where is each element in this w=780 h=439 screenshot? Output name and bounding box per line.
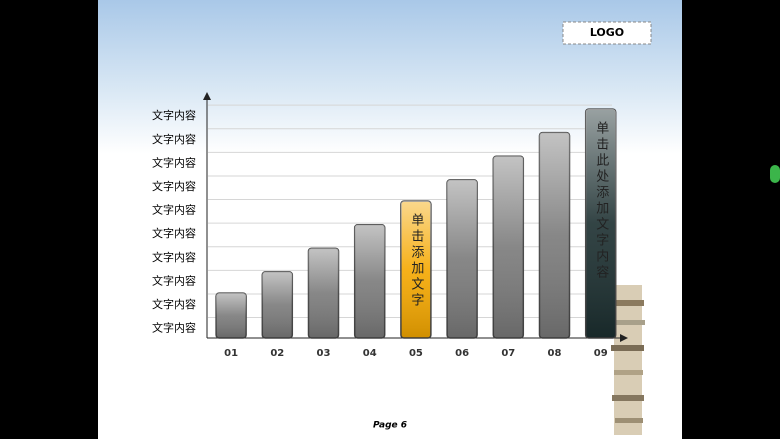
bar-shine (447, 179, 478, 338)
y-tick-label: 文字内容 (152, 155, 196, 169)
y-tick-label: 文字内容 (152, 321, 196, 335)
bar-shine (400, 201, 431, 338)
x-tick-label: 01 (224, 348, 238, 359)
bar-shine (308, 248, 339, 338)
y-tick-label: 文字内容 (152, 132, 196, 146)
y-tick-label: 文字内容 (152, 203, 196, 217)
y-tick-label: 文字内容 (152, 108, 196, 122)
logo-box (562, 21, 652, 45)
bar-shine (585, 109, 616, 338)
side-button (770, 165, 780, 183)
x-tick-label: 05 (409, 348, 423, 359)
x-tick-label: 04 (363, 348, 377, 359)
y-axis-arrow (203, 92, 211, 100)
y-tick-label: 文字内容 (152, 226, 196, 240)
x-axis-arrow (620, 334, 628, 342)
x-tick-label: 03 (317, 348, 331, 359)
slide-background (98, 0, 682, 439)
bar-shine (493, 156, 524, 338)
bar-annotation: 单击添加文字 (408, 213, 424, 309)
bar-shine (216, 293, 247, 338)
x-tick-label: 09 (594, 348, 608, 359)
x-tick-label: 02 (270, 348, 284, 359)
bar-annotation: 单击此处添加文字内容 (593, 121, 609, 281)
x-tick-label: 06 (455, 348, 469, 359)
y-tick-label: 文字内容 (152, 273, 196, 287)
y-tick-label: 文字内容 (152, 179, 196, 193)
book-stack (611, 285, 645, 435)
bar-shine (262, 271, 293, 338)
y-tick-label: 文字内容 (152, 250, 196, 264)
y-tick-label: 文字内容 (152, 297, 196, 311)
x-tick-label: 08 (548, 348, 562, 359)
logo: LOGO (590, 26, 624, 39)
bar-shine (354, 224, 385, 338)
page-number: Page 6 (373, 421, 407, 431)
x-tick-label: 07 (501, 348, 515, 359)
bar-shine (539, 132, 570, 338)
